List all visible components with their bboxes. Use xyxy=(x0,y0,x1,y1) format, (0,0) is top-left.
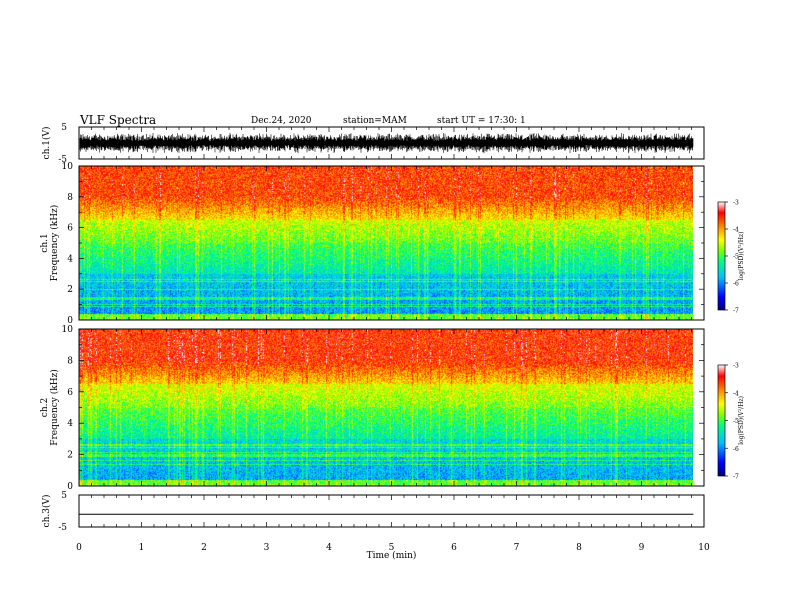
ch1-spectrogram-yticks xyxy=(79,165,704,321)
ch1-ylabel: Frequency (kHz) xyxy=(49,205,60,282)
ch2-ytick-label: 2 xyxy=(67,451,73,461)
ch1-waveform-xticks xyxy=(78,127,705,159)
ch1-spectrogram-image xyxy=(79,166,693,320)
ch1-colorbar-label: log(PSD)(V²/Hz) xyxy=(738,232,745,281)
ch1-colorbar-tick-label: -3 xyxy=(733,200,739,207)
ch1-colorbar-tick-label: -5 xyxy=(733,254,739,261)
x-tick-label: 0 xyxy=(76,543,82,553)
ch2-colorbar-tick-label: -6 xyxy=(733,446,739,453)
ch2-colorbar-tick-label: -7 xyxy=(733,474,739,481)
x-tick-label: 3 xyxy=(264,543,270,553)
ch1-waveform-trace xyxy=(79,132,694,154)
ch2-ytick-label: 4 xyxy=(67,419,73,429)
ch1-waveform-ylabel: ch.1(V) xyxy=(41,127,52,160)
ch1-spectrogram-xticks xyxy=(78,166,705,320)
ch1-ytick-label: 5 xyxy=(61,123,67,133)
ch2-ytick-label: 8 xyxy=(67,356,73,366)
ch2-ylabel: Frequency (kHz) xyxy=(49,369,60,446)
ch2-ytick-label: 6 xyxy=(67,388,73,398)
ch2-spectrogram-yticks xyxy=(79,328,704,487)
ch1-ytick-label: 8 xyxy=(67,193,73,203)
ch2-ytick-label: 0 xyxy=(67,482,73,492)
date-label: Dec.24, 2020 xyxy=(251,116,312,126)
ch2-colorbar-tick-label: -4 xyxy=(733,390,739,397)
ch1-colorbar xyxy=(717,201,726,311)
ch2-ytick-label: 10 xyxy=(62,325,74,335)
x-tick-label: 1 xyxy=(139,543,145,553)
x-tick-label: 9 xyxy=(639,543,645,553)
station-label: station=MAM xyxy=(343,116,407,126)
ch3-ytick-label: 5 xyxy=(61,491,67,501)
ch1-ytick-label: 10 xyxy=(62,162,74,172)
start-time-label: start UT = 17:30: 1 xyxy=(437,116,526,126)
x-tick-label: 4 xyxy=(326,543,332,553)
ch2-colorbar-label: log(PSD)(V²/Hz) xyxy=(738,396,745,445)
x-tick-label: 6 xyxy=(451,543,457,553)
ch3-waveform-ylabel: ch.3(V) xyxy=(41,495,52,528)
ch1-ytick-label: 4 xyxy=(67,254,73,264)
ch1-ytick-label: -5 xyxy=(58,155,67,165)
ch1-channel-label: ch.1 xyxy=(40,233,50,252)
ch2-spectrogram-image xyxy=(79,329,693,486)
ch3-waveform-xticks xyxy=(78,495,705,527)
ch2-colorbar-tick-label: -3 xyxy=(733,363,739,370)
ch2-colorbar-tick-label: -5 xyxy=(733,418,739,425)
x-tick-label: 2 xyxy=(201,543,207,553)
ch3-ytick-label: -5 xyxy=(58,523,67,533)
ch1-colorbar-tick-label: -4 xyxy=(733,227,739,234)
ch1-colorbar-tick-label: -6 xyxy=(733,281,739,288)
x-tick-label: 10 xyxy=(698,543,710,553)
x-tick-label: 7 xyxy=(514,543,520,553)
x-tick-label: 5 xyxy=(389,543,395,553)
ch1-ytick-label: 2 xyxy=(67,285,73,295)
x-tick-label: 8 xyxy=(576,543,582,553)
chart-title: VLF Spectra xyxy=(80,113,157,127)
x-axis-label: Time (min) xyxy=(367,550,417,561)
ch2-channel-label: ch.2 xyxy=(40,398,50,417)
ch1-ytick-label: 0 xyxy=(67,316,73,326)
ch2-spectrogram-xticks xyxy=(78,329,705,486)
ch2-colorbar xyxy=(717,364,726,477)
ch1-colorbar-tick-label: -7 xyxy=(733,308,739,315)
ch1-ytick-label: 6 xyxy=(67,224,73,234)
